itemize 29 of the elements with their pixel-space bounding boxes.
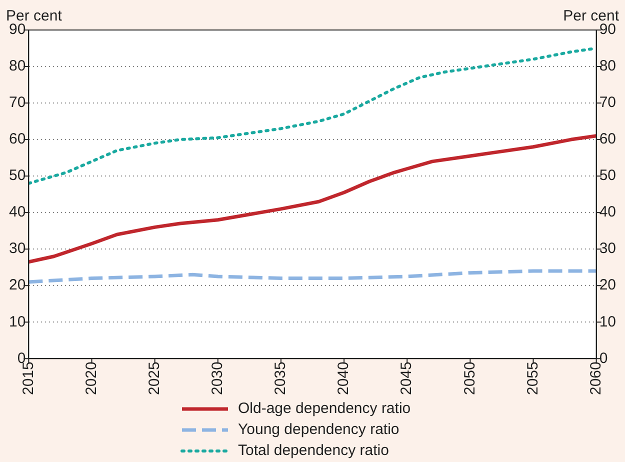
y-tick-label: 20 [8, 276, 26, 294]
y2-tick-label: 40 [599, 204, 616, 221]
y2-tick-label: 50 [599, 167, 616, 184]
legend-label: Young dependency ratio [238, 421, 400, 438]
y-tick-label: 40 [8, 204, 26, 221]
y2-tick-label: 20 [599, 276, 616, 294]
y2-tick-label: 30 [599, 240, 616, 258]
x-tick-label: 2045 [398, 362, 416, 396]
y-tick-label: 70 [8, 94, 26, 112]
y-tick-label: 60 [8, 130, 26, 148]
y2-tick-label: 70 [599, 94, 616, 112]
y2-tick-label: 10 [599, 313, 616, 330]
x-tick-label: 2025 [146, 362, 163, 396]
x-tick-label: 2030 [209, 362, 226, 396]
x-tick-label: 2020 [82, 362, 100, 396]
y-tick-label: 80 [8, 58, 26, 75]
x-tick-label: 2050 [461, 362, 478, 396]
legend-label: Total dependency ratio [238, 442, 389, 459]
y-tick-label: 30 [8, 240, 26, 258]
y-tick-label: 50 [8, 167, 26, 184]
x-tick-label: 2035 [272, 362, 290, 396]
y2-tick-label: 80 [599, 58, 616, 75]
y-tick-label: 10 [8, 313, 26, 330]
x-tick-label: 2040 [335, 362, 352, 396]
x-tick-label: 2055 [524, 362, 542, 396]
line-series [28, 269, 596, 284]
x-tick-label: 2060 [587, 362, 604, 396]
legend-label: Old-age dependency ratio [238, 400, 411, 417]
y2-tick-label: 60 [599, 130, 616, 148]
